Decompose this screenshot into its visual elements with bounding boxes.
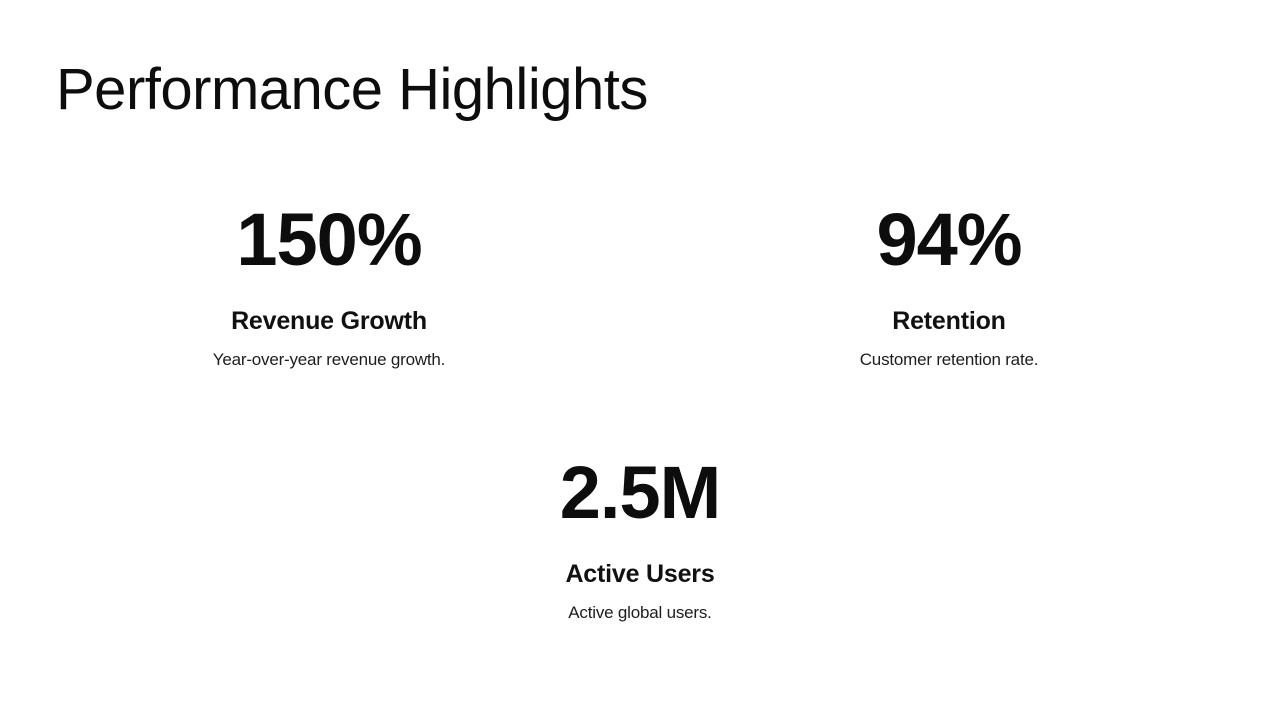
stat-description-revenue-growth: Year-over-year revenue growth. [212, 349, 446, 369]
stat-label-active-users: Active Users [565, 560, 715, 588]
stat-label-revenue-growth: Revenue Growth [231, 307, 427, 335]
stat-value-retention: 94% [876, 198, 1022, 281]
stat-card-retention: 94% Retention Customer retention rate. [709, 203, 1189, 369]
stat-value-revenue-growth: 150% [236, 198, 422, 281]
stat-card-active-users: 2.5M Active Users Active global users. [400, 456, 880, 622]
stat-value-active-users: 2.5M [559, 451, 722, 534]
stat-label-retention: Retention [892, 307, 1006, 335]
stat-description-active-users: Active global users. [568, 602, 712, 622]
slide-title: Performance Highlights [56, 57, 648, 122]
stat-description-retention: Customer retention rate. [859, 349, 1039, 369]
stat-card-revenue-growth: 150% Revenue Growth Year-over-year reven… [89, 203, 569, 369]
